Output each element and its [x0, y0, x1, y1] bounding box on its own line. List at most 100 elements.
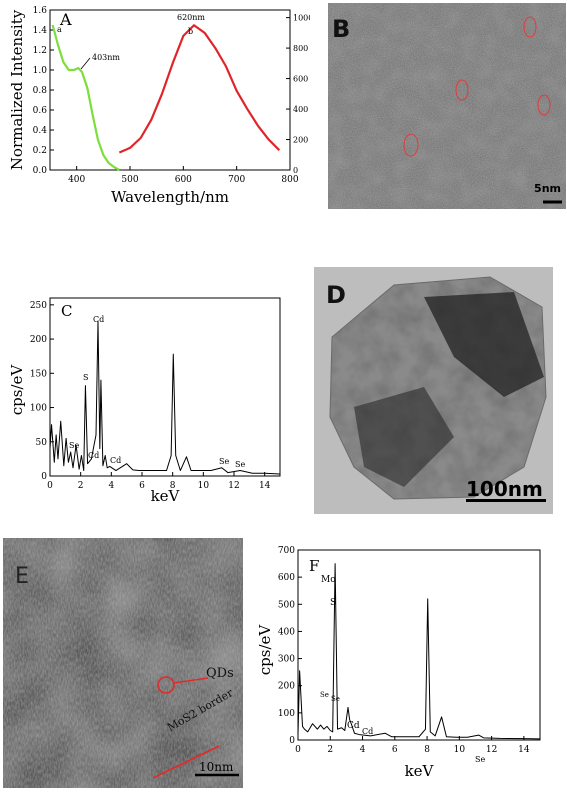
- x-tick-label: 6: [139, 481, 145, 491]
- panel-a-chart: 400 500 600 700 800 0.0 0.2 0.4 0.6 0.8 1.0 1.2 1.4 1…: [8, 6, 313, 206]
- panel-letter: A: [59, 10, 72, 29]
- y-tick-label: 100: [30, 404, 47, 414]
- peak-403-arrow: [80, 57, 91, 70]
- y-left-tick-label: 1.2: [33, 46, 47, 56]
- y-right-tick-label: 1000: [293, 14, 310, 23]
- x-tick-label: 500: [121, 175, 138, 185]
- panel-letter: D: [326, 281, 346, 309]
- y-axis-label: Normalized Intensity: [8, 9, 26, 170]
- y-tick-label: 200: [30, 335, 47, 345]
- peak-label: Se: [69, 441, 79, 450]
- x-tick-label: 0: [295, 745, 301, 755]
- peak-label: Se: [235, 460, 245, 469]
- y-right-tick-label: 600: [293, 75, 308, 84]
- scale-bar: [466, 499, 546, 502]
- x-tick-label: 2: [78, 481, 84, 491]
- x-tick-label: 14: [259, 481, 271, 491]
- y-left-tick-label: 1.0: [33, 66, 48, 76]
- y-tick-label: 400: [278, 627, 295, 637]
- y-axis-label: cps/eV: [8, 364, 26, 416]
- qd-circle: [523, 16, 537, 38]
- y-tick-label: 600: [278, 573, 295, 583]
- plot-frame: [49, 9, 291, 171]
- panel-letter: B: [332, 15, 351, 43]
- panel-b-tem-image: B 5nm: [328, 3, 566, 209]
- plot-frame: [297, 549, 541, 741]
- y-tick-label: 0: [41, 472, 47, 482]
- qd-circle: [157, 676, 175, 694]
- panel-e-tem-image: E QDs MoS2 border 10nm: [3, 538, 243, 788]
- y-left-tick-label: 0.8: [33, 86, 48, 96]
- panel-letter: E: [15, 564, 29, 589]
- x-tick-label: 12: [486, 745, 497, 755]
- y-right-tick-label: 800: [293, 44, 308, 53]
- curve-a-label: a: [57, 25, 62, 34]
- x-tick-label: 0: [47, 481, 53, 491]
- qd-label: QDs: [206, 666, 234, 681]
- y-left-tick-label: 0.2: [33, 146, 47, 156]
- panel-d-tem-image: D 100nm: [314, 267, 553, 514]
- x-tick-label: 6: [392, 745, 398, 755]
- y-tick-label: 700: [278, 546, 295, 556]
- y-tick-label: 500: [278, 600, 295, 610]
- panel-c-chart: 0 2 4 6 8 10 12 14 0 50 100 150 200 250 Cd S Se Cd Cd Se Se…: [8, 297, 281, 505]
- qd-circle: [455, 79, 469, 101]
- spectrum-line: [297, 563, 541, 740]
- plot-frame: [49, 297, 281, 477]
- x-tick-label: 10: [454, 745, 466, 755]
- panel-d-texture: [314, 267, 553, 514]
- y-tick-label: 100: [278, 709, 295, 719]
- y-tick-label: 300: [278, 655, 295, 665]
- y-tick-label: 200: [278, 682, 295, 692]
- peak-label: Mo: [321, 575, 336, 585]
- curve-b-label: b: [188, 27, 193, 36]
- series-line-a: [51, 24, 120, 171]
- panel-c: 0 2 4 6 8 10 12 14 0 50 100 150 200 250 Cd S Se Cd Cd Se Se…: [0, 290, 290, 505]
- scale-label: 5nm: [534, 182, 561, 195]
- panel-e-texture: [3, 538, 243, 788]
- y-tick-label: 150: [30, 369, 47, 379]
- peak-label: Cd: [110, 456, 121, 465]
- peak-label: Cd: [88, 451, 99, 460]
- panel-letter: F: [309, 557, 319, 575]
- y-tick-label: 250: [30, 301, 47, 311]
- qd-pointer: [173, 677, 209, 684]
- spectrum-line: [49, 320, 281, 475]
- x-tick-label: 400: [68, 175, 85, 185]
- qd-circle: [403, 133, 419, 157]
- peak-label: Se: [475, 755, 485, 764]
- y-left-tick-label: 0.4: [33, 126, 48, 136]
- peak-403-label: 403nm: [92, 53, 120, 62]
- panel-b-texture: [328, 3, 566, 209]
- x-tick-label: 8: [424, 745, 430, 755]
- x-tick-label: 800: [281, 175, 298, 185]
- x-axis-label: Wavelength/nm: [111, 188, 229, 206]
- x-tick-label: 2: [327, 745, 333, 755]
- x-tick-label: 4: [360, 745, 366, 755]
- peak-label: Se: [320, 691, 329, 699]
- peak-label: Cd: [347, 721, 360, 731]
- y-left-tick-label: 1.4: [33, 26, 48, 36]
- peak-label: S: [83, 373, 88, 382]
- x-tick-label: 10: [198, 481, 210, 491]
- y-left-tick-label: 0.0: [33, 166, 48, 176]
- panel-letter: C: [61, 302, 72, 320]
- series-line-b: [118, 24, 281, 154]
- y-axis-label: cps/eV: [256, 624, 274, 676]
- y-left-tick-label: 0.6: [33, 106, 48, 116]
- scale-label: 10nm: [199, 760, 234, 774]
- panel-a: 400 500 600 700 800 0.0 0.2 0.4 0.6 0.8 1.0 1.2 1.4 1…: [0, 0, 313, 215]
- peak-620-label: 620nm: [177, 13, 205, 22]
- x-axis-label: keV: [405, 762, 435, 780]
- qd-circle: [537, 94, 551, 116]
- peak-label: Cd: [93, 315, 104, 324]
- peak-label: S: [330, 598, 336, 608]
- scale-label: 100nm: [466, 477, 543, 501]
- y-right-tick-label: 400: [293, 105, 308, 114]
- y-right-tick-label: 0: [293, 166, 298, 175]
- x-tick-label: 12: [228, 481, 239, 491]
- x-tick-label: 700: [228, 175, 245, 185]
- peak-label: Se: [219, 457, 229, 466]
- y-tick-label: 0: [289, 736, 295, 746]
